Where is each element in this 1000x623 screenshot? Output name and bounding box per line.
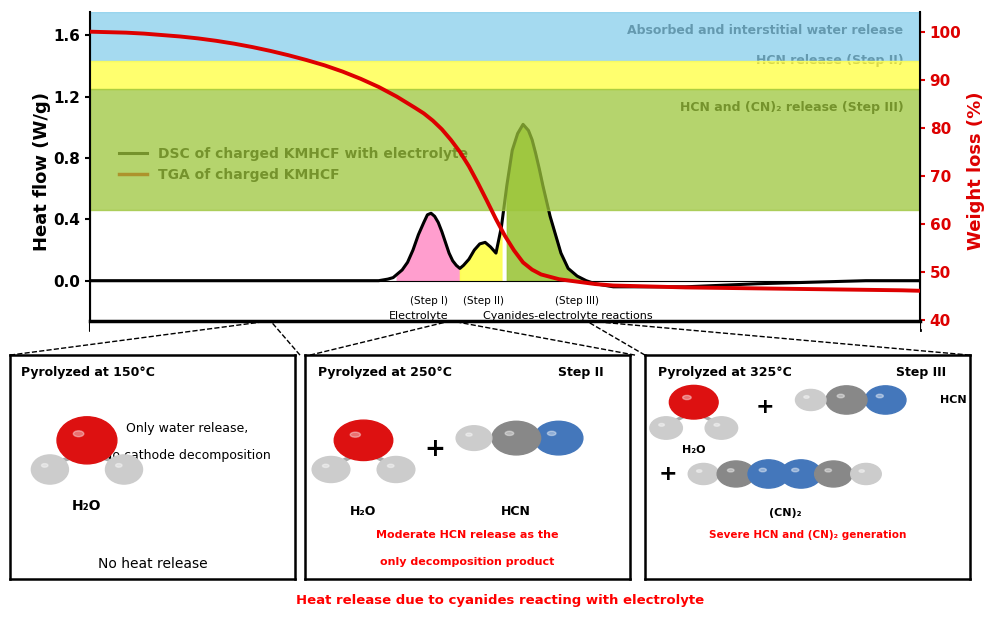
Circle shape bbox=[717, 461, 755, 487]
Ellipse shape bbox=[73, 430, 84, 437]
X-axis label: Temperature °C: Temperature °C bbox=[419, 384, 591, 403]
Ellipse shape bbox=[659, 424, 664, 426]
Circle shape bbox=[534, 421, 583, 455]
Ellipse shape bbox=[697, 470, 702, 472]
Text: Pyrolyzed at 250°C: Pyrolyzed at 250°C bbox=[318, 366, 452, 379]
Ellipse shape bbox=[804, 396, 809, 398]
Text: +: + bbox=[756, 397, 775, 417]
Text: H₂O: H₂O bbox=[350, 505, 377, 518]
Text: Moderate HCN release as the: Moderate HCN release as the bbox=[376, 530, 559, 540]
Text: H₂O: H₂O bbox=[72, 498, 102, 513]
Circle shape bbox=[815, 461, 852, 487]
Text: HCN: HCN bbox=[940, 395, 967, 405]
Circle shape bbox=[105, 455, 143, 484]
Ellipse shape bbox=[683, 396, 691, 399]
Legend: DSC of charged KMHCF with electrolyte, TGA of charged KMHCF: DSC of charged KMHCF with electrolyte, T… bbox=[114, 141, 474, 188]
Text: Severe HCN and (CN)₂ generation: Severe HCN and (CN)₂ generation bbox=[709, 530, 906, 540]
Y-axis label: Heat flow (W/g): Heat flow (W/g) bbox=[33, 92, 51, 250]
Circle shape bbox=[57, 417, 117, 464]
Text: Heat release due to cyanides reacting with electrolyte: Heat release due to cyanides reacting wi… bbox=[296, 594, 704, 607]
Text: (Step II): (Step II) bbox=[463, 296, 504, 306]
Ellipse shape bbox=[837, 394, 844, 397]
Text: Only water release,: Only water release, bbox=[126, 422, 248, 435]
Ellipse shape bbox=[41, 464, 48, 467]
Text: HCN: HCN bbox=[501, 505, 531, 518]
Text: Absorbed and interstitial water release: Absorbed and interstitial water release bbox=[627, 24, 903, 37]
Circle shape bbox=[456, 426, 492, 450]
Text: (Step I): (Step I) bbox=[410, 296, 448, 306]
Ellipse shape bbox=[466, 433, 472, 436]
Text: (CN)₂: (CN)₂ bbox=[768, 508, 801, 518]
Ellipse shape bbox=[505, 431, 514, 435]
Circle shape bbox=[688, 464, 719, 485]
Text: No cathode decomposition: No cathode decomposition bbox=[103, 449, 271, 462]
Text: Step II: Step II bbox=[558, 366, 604, 379]
Circle shape bbox=[650, 417, 682, 439]
Ellipse shape bbox=[859, 470, 864, 472]
Circle shape bbox=[312, 457, 350, 482]
Circle shape bbox=[377, 457, 415, 482]
Text: only decomposition product: only decomposition product bbox=[380, 557, 555, 567]
Text: +: + bbox=[425, 437, 445, 461]
Ellipse shape bbox=[350, 432, 360, 437]
Circle shape bbox=[669, 386, 718, 419]
Text: H₂O: H₂O bbox=[682, 445, 706, 455]
Circle shape bbox=[795, 389, 826, 411]
Circle shape bbox=[748, 460, 789, 488]
Ellipse shape bbox=[714, 424, 720, 426]
Ellipse shape bbox=[116, 464, 122, 467]
Ellipse shape bbox=[876, 394, 883, 397]
Ellipse shape bbox=[759, 468, 766, 472]
Circle shape bbox=[31, 455, 68, 484]
Text: (Step III): (Step III) bbox=[555, 296, 599, 306]
Circle shape bbox=[781, 460, 821, 488]
Text: +: + bbox=[658, 464, 677, 484]
Circle shape bbox=[492, 421, 541, 455]
Text: Cyanides-electrolyte reactions: Cyanides-electrolyte reactions bbox=[483, 312, 653, 321]
Circle shape bbox=[705, 417, 738, 439]
Circle shape bbox=[334, 420, 393, 460]
Circle shape bbox=[826, 386, 867, 414]
Text: HCN and (CN)₂ release (Step III): HCN and (CN)₂ release (Step III) bbox=[680, 102, 903, 114]
Text: Step III: Step III bbox=[896, 366, 946, 379]
Text: Electrolyte
decomposition: Electrolyte decomposition bbox=[378, 312, 459, 333]
Ellipse shape bbox=[387, 464, 394, 467]
Ellipse shape bbox=[322, 464, 329, 467]
Text: No heat release: No heat release bbox=[98, 557, 207, 571]
Ellipse shape bbox=[825, 468, 832, 472]
Ellipse shape bbox=[547, 431, 556, 435]
Text: HCN release (Step II): HCN release (Step II) bbox=[756, 54, 903, 67]
Y-axis label: Weight loss (%): Weight loss (%) bbox=[967, 92, 985, 250]
Ellipse shape bbox=[792, 468, 799, 472]
Text: Pyrolyzed at 325°C: Pyrolyzed at 325°C bbox=[658, 366, 792, 379]
Circle shape bbox=[851, 464, 881, 485]
Ellipse shape bbox=[727, 468, 734, 472]
Text: Pyrolyzed at 150°C: Pyrolyzed at 150°C bbox=[21, 366, 155, 379]
Circle shape bbox=[865, 386, 906, 414]
